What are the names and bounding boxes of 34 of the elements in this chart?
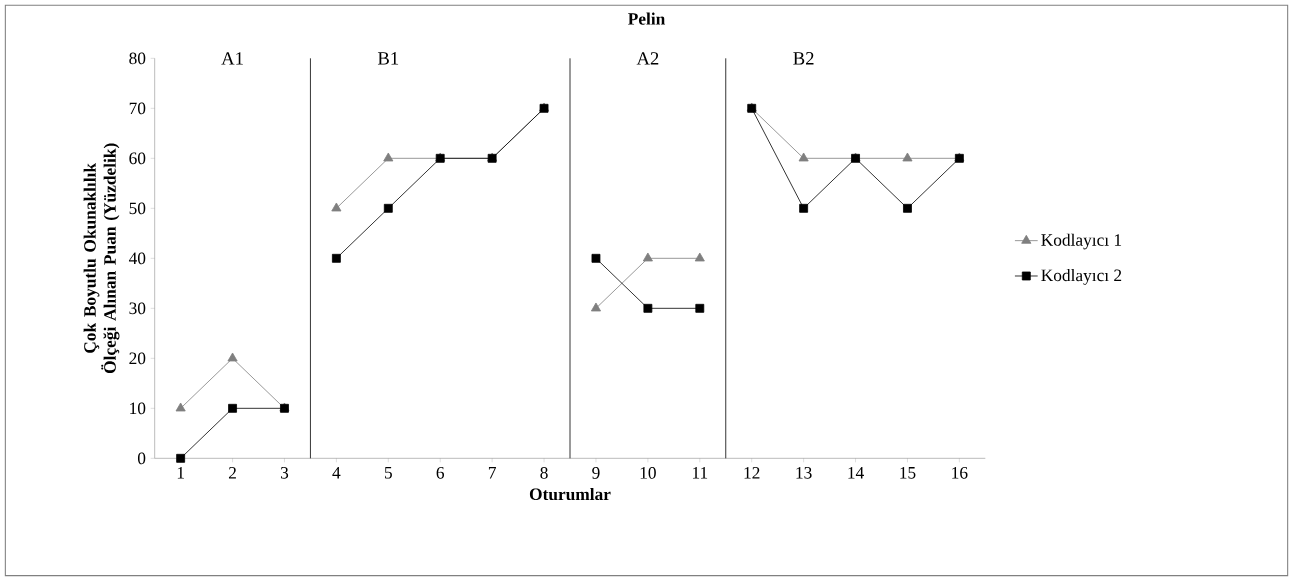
x-tick-label: 7 bbox=[488, 467, 496, 479]
y-tick-label: 80 bbox=[129, 52, 146, 65]
x-tick-label: 5 bbox=[384, 467, 392, 479]
y-tick-label: 30 bbox=[129, 302, 146, 315]
x-tick-label: 14 bbox=[848, 467, 864, 479]
annotation: B1 bbox=[377, 52, 399, 65]
chart-title: Pelin bbox=[628, 12, 666, 25]
x-axis-title: Oturumlar bbox=[529, 487, 611, 501]
x-tick-label: 12 bbox=[744, 467, 760, 479]
y-axis-title: Çok Boyutlu Okunaklılık Ölçeği Alınan Puan (Yüzdelik) bbox=[83, 143, 120, 374]
x-tick-label: 2 bbox=[228, 467, 236, 479]
x-tick-label: 9 bbox=[592, 467, 600, 479]
x-tick-label: 10 bbox=[640, 467, 656, 479]
y-tick-label: 60 bbox=[129, 152, 146, 165]
y-tick-label: 0 bbox=[137, 452, 146, 465]
x-tick-label: 15 bbox=[900, 467, 916, 479]
annotation: A2 bbox=[636, 52, 659, 65]
x-tick-label: 13 bbox=[796, 467, 812, 479]
annotation: A1 bbox=[221, 52, 243, 65]
legend-label: Kodlayıcı 2 bbox=[1041, 268, 1122, 285]
x-tick-label: 11 bbox=[692, 467, 708, 479]
x-tick-label: 1 bbox=[177, 467, 184, 479]
y-tick-label: 70 bbox=[129, 102, 146, 115]
x-tick-label: 3 bbox=[280, 467, 289, 479]
annotation: B2 bbox=[793, 52, 814, 65]
y-tick-label: 40 bbox=[128, 252, 146, 265]
x-tick-label: 8 bbox=[540, 467, 548, 479]
y-tick-label: 20 bbox=[129, 352, 146, 365]
y-tick-label: 50 bbox=[129, 202, 146, 215]
x-tick-label: 6 bbox=[436, 467, 445, 479]
y-tick-label: 10 bbox=[130, 402, 146, 415]
x-tick-label: 16 bbox=[952, 467, 968, 479]
legend-label: Kodlayıcı 1 bbox=[1041, 233, 1122, 250]
x-tick-label: 4 bbox=[332, 467, 341, 479]
